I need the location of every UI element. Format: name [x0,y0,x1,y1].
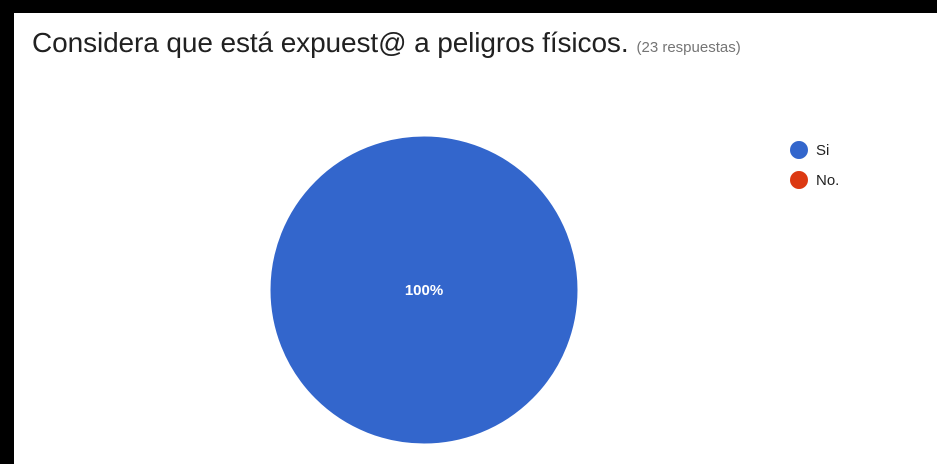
pie-data-label: 100% [405,282,443,299]
chart-legend: Si No. [790,135,839,195]
pie-chart: 100% [269,135,579,445]
chart-header: Considera que está expuest@ a peligros f… [32,27,741,59]
pie-slice-si [269,135,579,445]
legend-item-si: Si [790,135,839,165]
response-count: (23 respuestas) [636,39,741,56]
legend-label: Si [816,141,830,159]
legend-label: No. [816,171,840,189]
chart-title: Considera que está expuest@ a peligros f… [32,27,629,58]
legend-swatch [790,171,808,189]
legend-item-no: No. [790,165,839,195]
legend-swatch [790,141,808,159]
